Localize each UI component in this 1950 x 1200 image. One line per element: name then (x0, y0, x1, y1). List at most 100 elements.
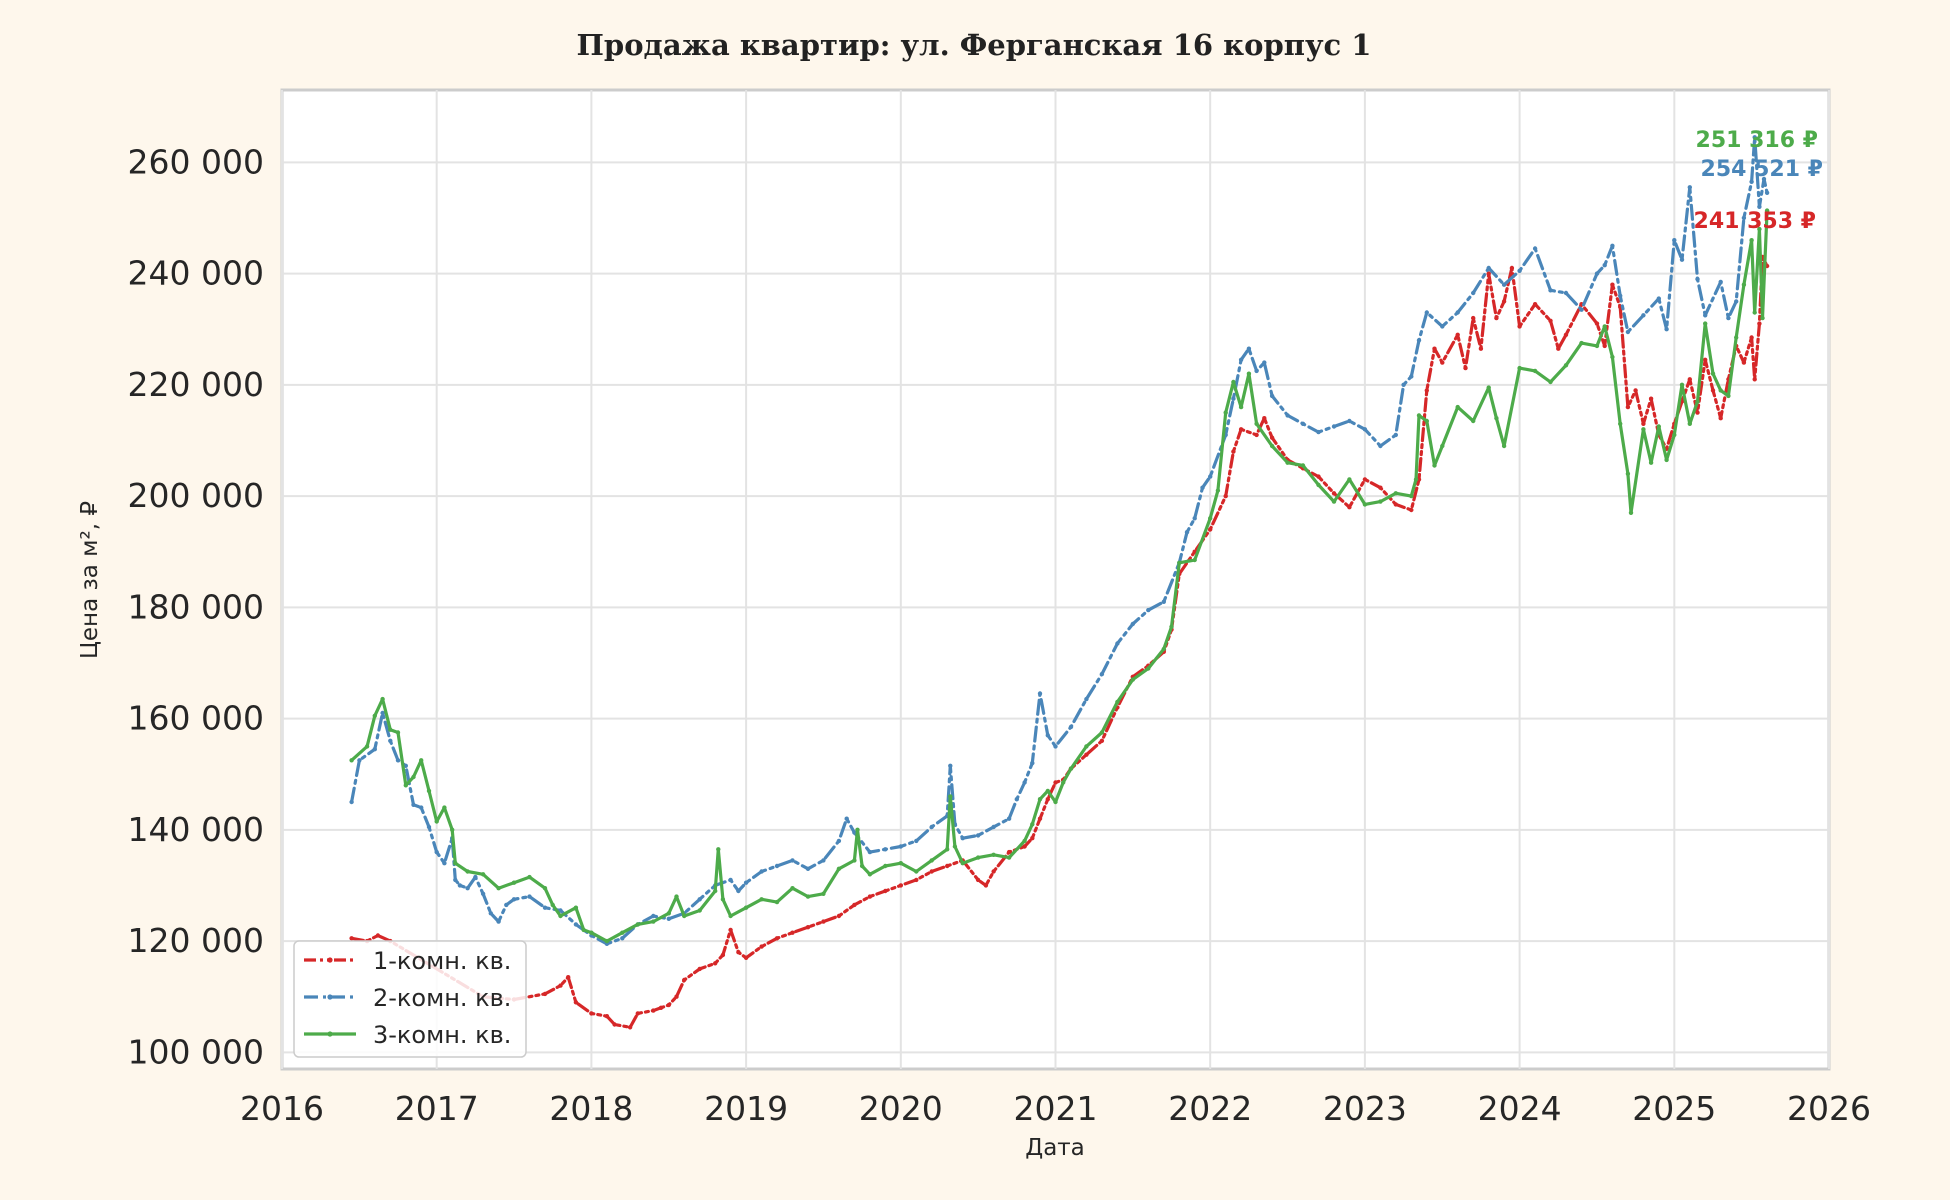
data-point (573, 1000, 579, 1005)
data-point (1471, 290, 1476, 296)
data-point (728, 877, 733, 883)
data-point (1703, 321, 1708, 326)
data-point (948, 763, 953, 768)
legend-label: 2-комн. кв. (373, 984, 511, 1012)
data-point (1099, 671, 1105, 677)
y-tick-label: 260 000 (128, 142, 264, 181)
y-tick-label: 200 000 (128, 476, 264, 515)
data-point (542, 886, 548, 891)
data-point (844, 816, 849, 821)
data-point (1045, 788, 1051, 794)
data-point (1633, 388, 1638, 393)
data-point (1757, 204, 1762, 209)
data-point (1084, 696, 1089, 702)
data-point (1424, 418, 1430, 424)
data-point (511, 897, 517, 902)
legend-label: 3-комн. кв. (373, 1021, 511, 1049)
data-point (1625, 329, 1631, 335)
legend: 1-комн. кв. 2-комн. кв. 3-комн. кв. (293, 940, 527, 1058)
data-point (566, 975, 571, 980)
y-tick-label: 220 000 (128, 365, 264, 404)
data-point (713, 961, 718, 966)
data-point (743, 955, 749, 960)
data-point (457, 883, 463, 888)
data-point (720, 952, 726, 958)
data-point (1734, 299, 1739, 304)
data-point (1068, 724, 1074, 730)
data-point (496, 886, 501, 891)
data-point (1006, 855, 1012, 860)
data-point (929, 858, 934, 863)
data-point (395, 758, 401, 763)
data-point (821, 858, 826, 863)
data-point (1602, 343, 1607, 349)
data-point (426, 788, 432, 794)
data-point (790, 930, 795, 935)
data-point (736, 888, 741, 894)
data-point (1752, 135, 1757, 140)
last-value-label: 251 316 ₽ (1696, 128, 1818, 153)
data-point (666, 911, 671, 916)
data-point (1084, 752, 1089, 757)
y-tick-label: 140 000 (128, 810, 264, 849)
data-point (1037, 691, 1043, 696)
data-point (411, 802, 416, 807)
data-point (527, 874, 532, 880)
data-point (604, 1014, 610, 1019)
data-point (542, 991, 548, 997)
data-point (612, 1022, 617, 1027)
data-point (1053, 744, 1058, 749)
data-point (411, 774, 416, 780)
series-layer (349, 135, 1770, 1030)
x-tick-label: 2023 (1323, 1089, 1407, 1128)
y-tick-label: 240 000 (128, 254, 264, 293)
data-point (1618, 421, 1623, 426)
data-point (1741, 282, 1747, 287)
data-point (1432, 346, 1437, 351)
data-point (805, 894, 811, 899)
data-point (1169, 624, 1174, 629)
data-point (1192, 516, 1197, 521)
data-point (1517, 268, 1522, 273)
y-axis-label: Цена за м², ₽ (77, 501, 103, 659)
data-point (1471, 315, 1476, 321)
data-point (1532, 368, 1538, 374)
data-point (1099, 738, 1105, 743)
data-point (1231, 449, 1236, 454)
data-point (867, 894, 873, 899)
x-tick-label: 2020 (859, 1089, 943, 1128)
data-point (651, 1008, 656, 1013)
data-point (960, 836, 965, 841)
data-point (898, 883, 903, 888)
data-point (1300, 421, 1306, 426)
data-point (929, 869, 934, 874)
data-point (774, 863, 780, 869)
data-point (1752, 377, 1757, 382)
y-tick-label: 100 000 (128, 1032, 264, 1071)
last-value-labels: 241 353 ₽ 254 521 ₽ 251 316 ₽ (1694, 128, 1823, 234)
data-point (790, 886, 795, 891)
data-point (1440, 324, 1445, 329)
data-point (883, 847, 888, 852)
data-point (713, 888, 718, 894)
data-point (1378, 485, 1383, 490)
data-point (1602, 324, 1607, 329)
data-point (1285, 460, 1290, 465)
data-point (357, 758, 362, 763)
data-point (774, 936, 780, 941)
data-point (1161, 599, 1167, 604)
data-point (604, 938, 610, 944)
data-point (1208, 527, 1213, 532)
data-point (1703, 357, 1708, 362)
x-tick-label: 2026 (1787, 1089, 1871, 1128)
data-point (658, 1005, 664, 1010)
data-point (1563, 363, 1569, 368)
data-point (635, 1011, 640, 1016)
data-point (1548, 288, 1553, 293)
data-point (1760, 315, 1765, 321)
data-point (805, 925, 811, 930)
data-point (1231, 379, 1236, 385)
data-point (442, 861, 447, 866)
data-point (682, 977, 687, 983)
